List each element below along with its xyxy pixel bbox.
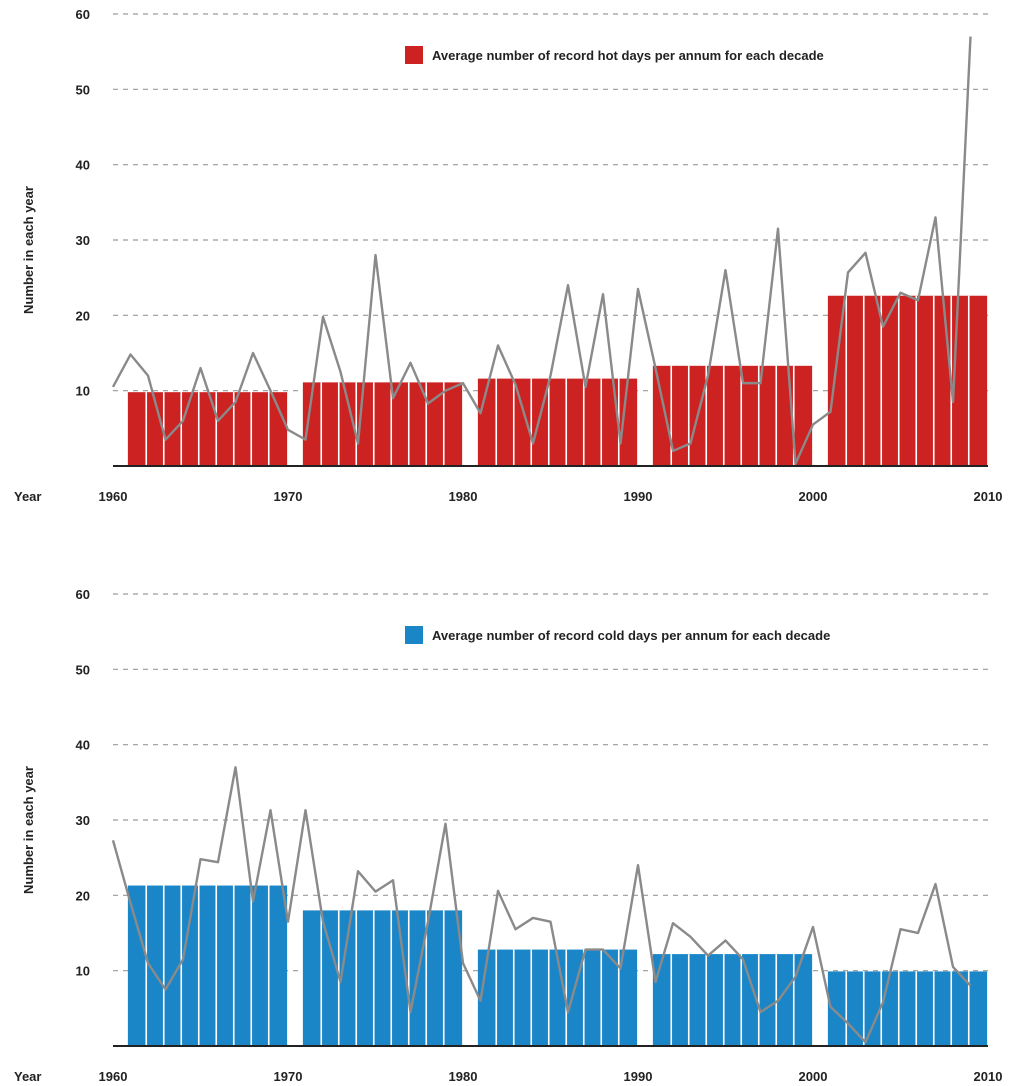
panel-2-bar-3 bbox=[477, 949, 638, 1046]
panel-2-bar-1 bbox=[127, 885, 288, 1046]
panel-2-y-tick-label: 10 bbox=[76, 964, 90, 979]
panel-2-y-tick-label: 40 bbox=[76, 738, 90, 753]
panel-2-y-tick-label: 60 bbox=[76, 587, 90, 602]
panel-2-x-tick-label: 2010 bbox=[974, 1069, 1003, 1084]
panel-1-yearly-line bbox=[111, 36, 972, 465]
panel-1-bar-3 bbox=[477, 378, 638, 466]
panel-1-x-tick-label: 1990 bbox=[624, 489, 653, 504]
panel-1-bar-1 bbox=[127, 392, 288, 466]
panel-2-bar-5 bbox=[827, 971, 988, 1046]
panel-2-x-tick-label: 1990 bbox=[624, 1069, 653, 1084]
panel-1-x-axis-label: Year bbox=[14, 489, 41, 504]
panel-2-legend-label: Average number of record cold days per a… bbox=[432, 628, 830, 643]
panel-2-y-tick-label: 30 bbox=[76, 813, 90, 828]
panel-2-x-tick-label: 1970 bbox=[274, 1069, 303, 1084]
panel-1-y-tick-label: 50 bbox=[76, 82, 90, 97]
panel-1-x-tick-label: 2000 bbox=[799, 489, 828, 504]
panel-1-legend-swatch bbox=[405, 46, 423, 64]
panel-1-y-tick-label: 20 bbox=[76, 308, 90, 323]
panel-2-x-tick-label: 1980 bbox=[449, 1069, 478, 1084]
panel-1-x-tick-label: 1970 bbox=[274, 489, 303, 504]
panel-1-y-tick-label: 30 bbox=[76, 233, 90, 248]
panel-2-x-axis-label: Year bbox=[14, 1069, 41, 1084]
panel-1-y-tick-label: 40 bbox=[76, 158, 90, 173]
panel-2-y-tick-label: 50 bbox=[76, 662, 90, 677]
panel-1-legend-label: Average number of record hot days per an… bbox=[432, 48, 824, 63]
panel-2-x-tick-label: 1960 bbox=[99, 1069, 128, 1084]
panel-1-bar-2 bbox=[302, 382, 463, 466]
panel-1-x-tick-label: 2010 bbox=[974, 489, 1003, 504]
panel-2-x-tick-label: 2000 bbox=[799, 1069, 828, 1084]
panel-2-y-axis-label: Number in each year bbox=[21, 766, 36, 894]
panel-2-bar-2 bbox=[302, 910, 463, 1046]
panel-1-bar-5 bbox=[827, 295, 988, 466]
panel-2-y-tick-label: 20 bbox=[76, 888, 90, 903]
panel-1-y-axis-label: Number in each year bbox=[21, 186, 36, 314]
panel-2-yearly-line bbox=[111, 766, 972, 1044]
panel-1-x-tick-label: 1960 bbox=[99, 489, 128, 504]
panel-1-y-tick-label: 60 bbox=[76, 7, 90, 22]
panel-1-y-tick-label: 10 bbox=[76, 384, 90, 399]
panel-2-bar-4 bbox=[652, 954, 813, 1046]
panel-2-legend-swatch bbox=[405, 626, 423, 644]
panel-1-x-tick-label: 1980 bbox=[449, 489, 478, 504]
